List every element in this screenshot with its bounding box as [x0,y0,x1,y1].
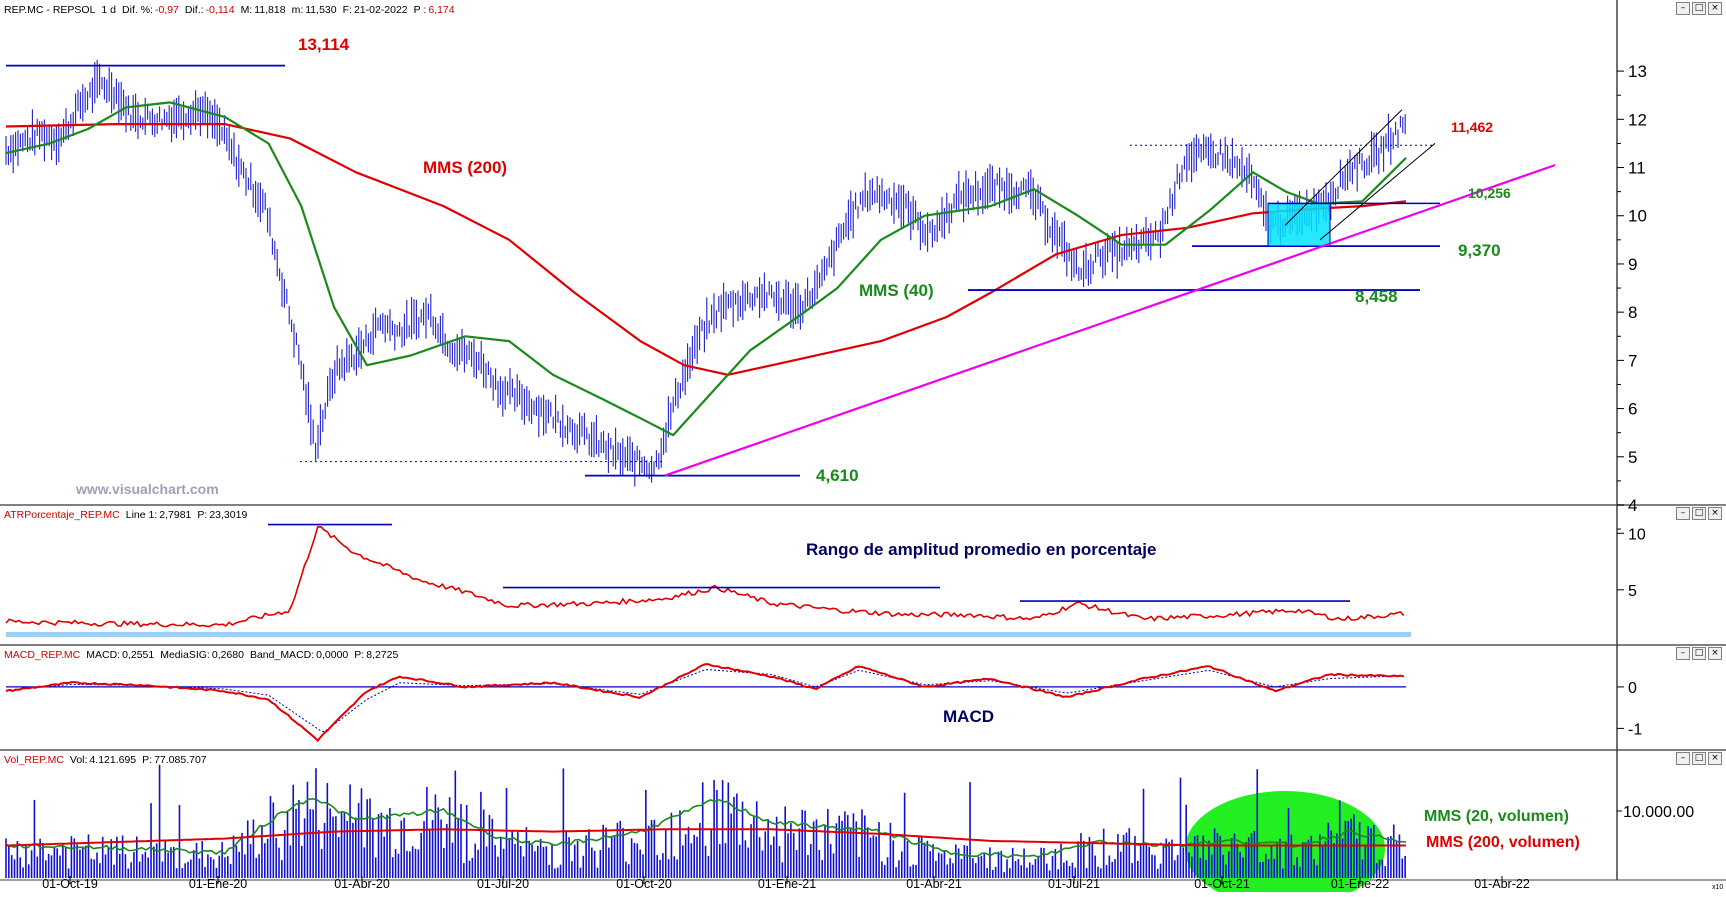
x-tick-label: 01-Abr-21 [906,877,962,891]
zone-box [1267,203,1331,247]
low-label: 4,610 [816,466,859,485]
minimize-icon[interactable]: – [1676,752,1690,765]
x-tick-label: 01-Oct-19 [42,877,98,891]
macd-tick-label: 0 [1628,680,1637,697]
high-label: 13,114 [298,35,350,54]
minimize-icon[interactable]: – [1676,507,1690,520]
vol-tick-label: 10.000.00 [1623,804,1694,821]
vol-mms200-line [5,828,1406,847]
price-tick-label: 12 [1628,110,1647,129]
x-tick-label: 01-Ene-22 [1331,877,1389,891]
macd-window-buttons: – □ × [1676,647,1722,660]
price-header: REP.MC - REPSOL 1 d Dif. %: -0,97 Dif.: -0,11… [4,4,455,16]
macd-annotation: MACD [943,707,994,726]
maximize-icon[interactable]: □ [1692,2,1706,15]
atr-panel: 10 5 [5,523,1646,637]
price-tick-label: 13 [1628,62,1647,81]
close-icon[interactable]: × [1708,752,1722,765]
price-window-buttons: – □ × [1676,2,1722,15]
macd-signal-line [5,669,1404,733]
atr-header: ATRPorcentaje_REP.MC Line 1: 2,7981 P: 23,30… [4,509,247,521]
macd-header: MACD_REP.MC MACD: 0,2551 MediaSIG: 0,2680 Ban… [4,649,398,661]
macd-tick-label: -1 [1628,721,1642,738]
close-icon[interactable]: × [1708,647,1722,660]
x-tick-label: 01-Abr-22 [1474,877,1530,891]
price-tick-label: 9 [1628,255,1637,274]
mms40-line [5,101,1407,437]
maximize-icon[interactable]: □ [1692,752,1706,765]
watermark: www.visualchart.com [75,481,219,497]
x-tick-label: 01-Jul-20 [477,877,529,891]
x-tick-label: 01-Ene-21 [758,877,816,891]
volume-panel: 10.000.00 [5,764,1694,897]
atr-baseline-band [6,632,1411,637]
atr-annotation: Rango de amplitud promedio en porcentaje [806,540,1156,559]
vol-mms20-label: MMS (20, volumen) [1424,808,1569,825]
close-icon[interactable]: × [1708,507,1722,520]
atr-tick-label: 5 [1628,583,1637,600]
channel-lower [1319,143,1436,241]
vol-header: Vol_REP.MC Vol: 4.121.695 P: 77.085.707 [4,754,207,766]
scale-mark: x10 [1712,884,1723,891]
close-icon[interactable]: × [1708,2,1722,15]
x-tick-label: 01-Abr-20 [334,877,390,891]
atr-tick-label: 10 [1628,526,1646,543]
maximize-icon[interactable]: □ [1692,507,1706,520]
mms40-label: MMS (40) [859,281,934,300]
macd-panel: 0 -1 [5,663,1642,743]
price-tick-label: 11 [1628,159,1646,178]
atr-window-buttons: – □ × [1676,507,1722,520]
x-axis: 01-Oct-19 01-Ene-20 01-Abr-20 01-Jul-20 01-O… [42,876,1530,891]
minimize-icon[interactable]: – [1676,647,1690,660]
vol-window-buttons: – □ × [1676,752,1722,765]
resist-label: 11,462 [1451,119,1493,135]
maximize-icon[interactable]: □ [1692,647,1706,660]
mid-label: 10,256 [1468,185,1511,201]
mms200-label: MMS (200) [423,158,507,177]
price-tick-label: 6 [1628,400,1637,419]
sup1-label: 9,370 [1458,241,1501,260]
x-tick-label: 01-Oct-21 [1194,877,1250,891]
minimize-icon[interactable]: – [1676,2,1690,15]
x-tick-label: 01-Jul-21 [1048,877,1100,891]
x-tick-label: 01-Oct-20 [616,877,672,891]
price-tick-label: 5 [1628,448,1637,467]
price-tick-label: 10 [1628,207,1647,226]
vol-mms200-label: MMS (200, volumen) [1426,834,1580,851]
sup2-label: 8,458 [1355,287,1398,306]
mms200-line [5,123,1407,376]
price-tick-label: 7 [1628,351,1637,370]
price-tick-label: 8 [1628,303,1637,322]
price-tick-label: 4 [1628,496,1637,515]
x-tick-label: 01-Ene-20 [189,877,247,891]
trend-line [664,164,1556,477]
price-panel: 13 12 11 10 9 8 7 6 5 4 [5,59,1647,530]
macd-line [5,663,1405,743]
atr-line [5,525,1405,628]
channel-upper [1284,109,1403,226]
